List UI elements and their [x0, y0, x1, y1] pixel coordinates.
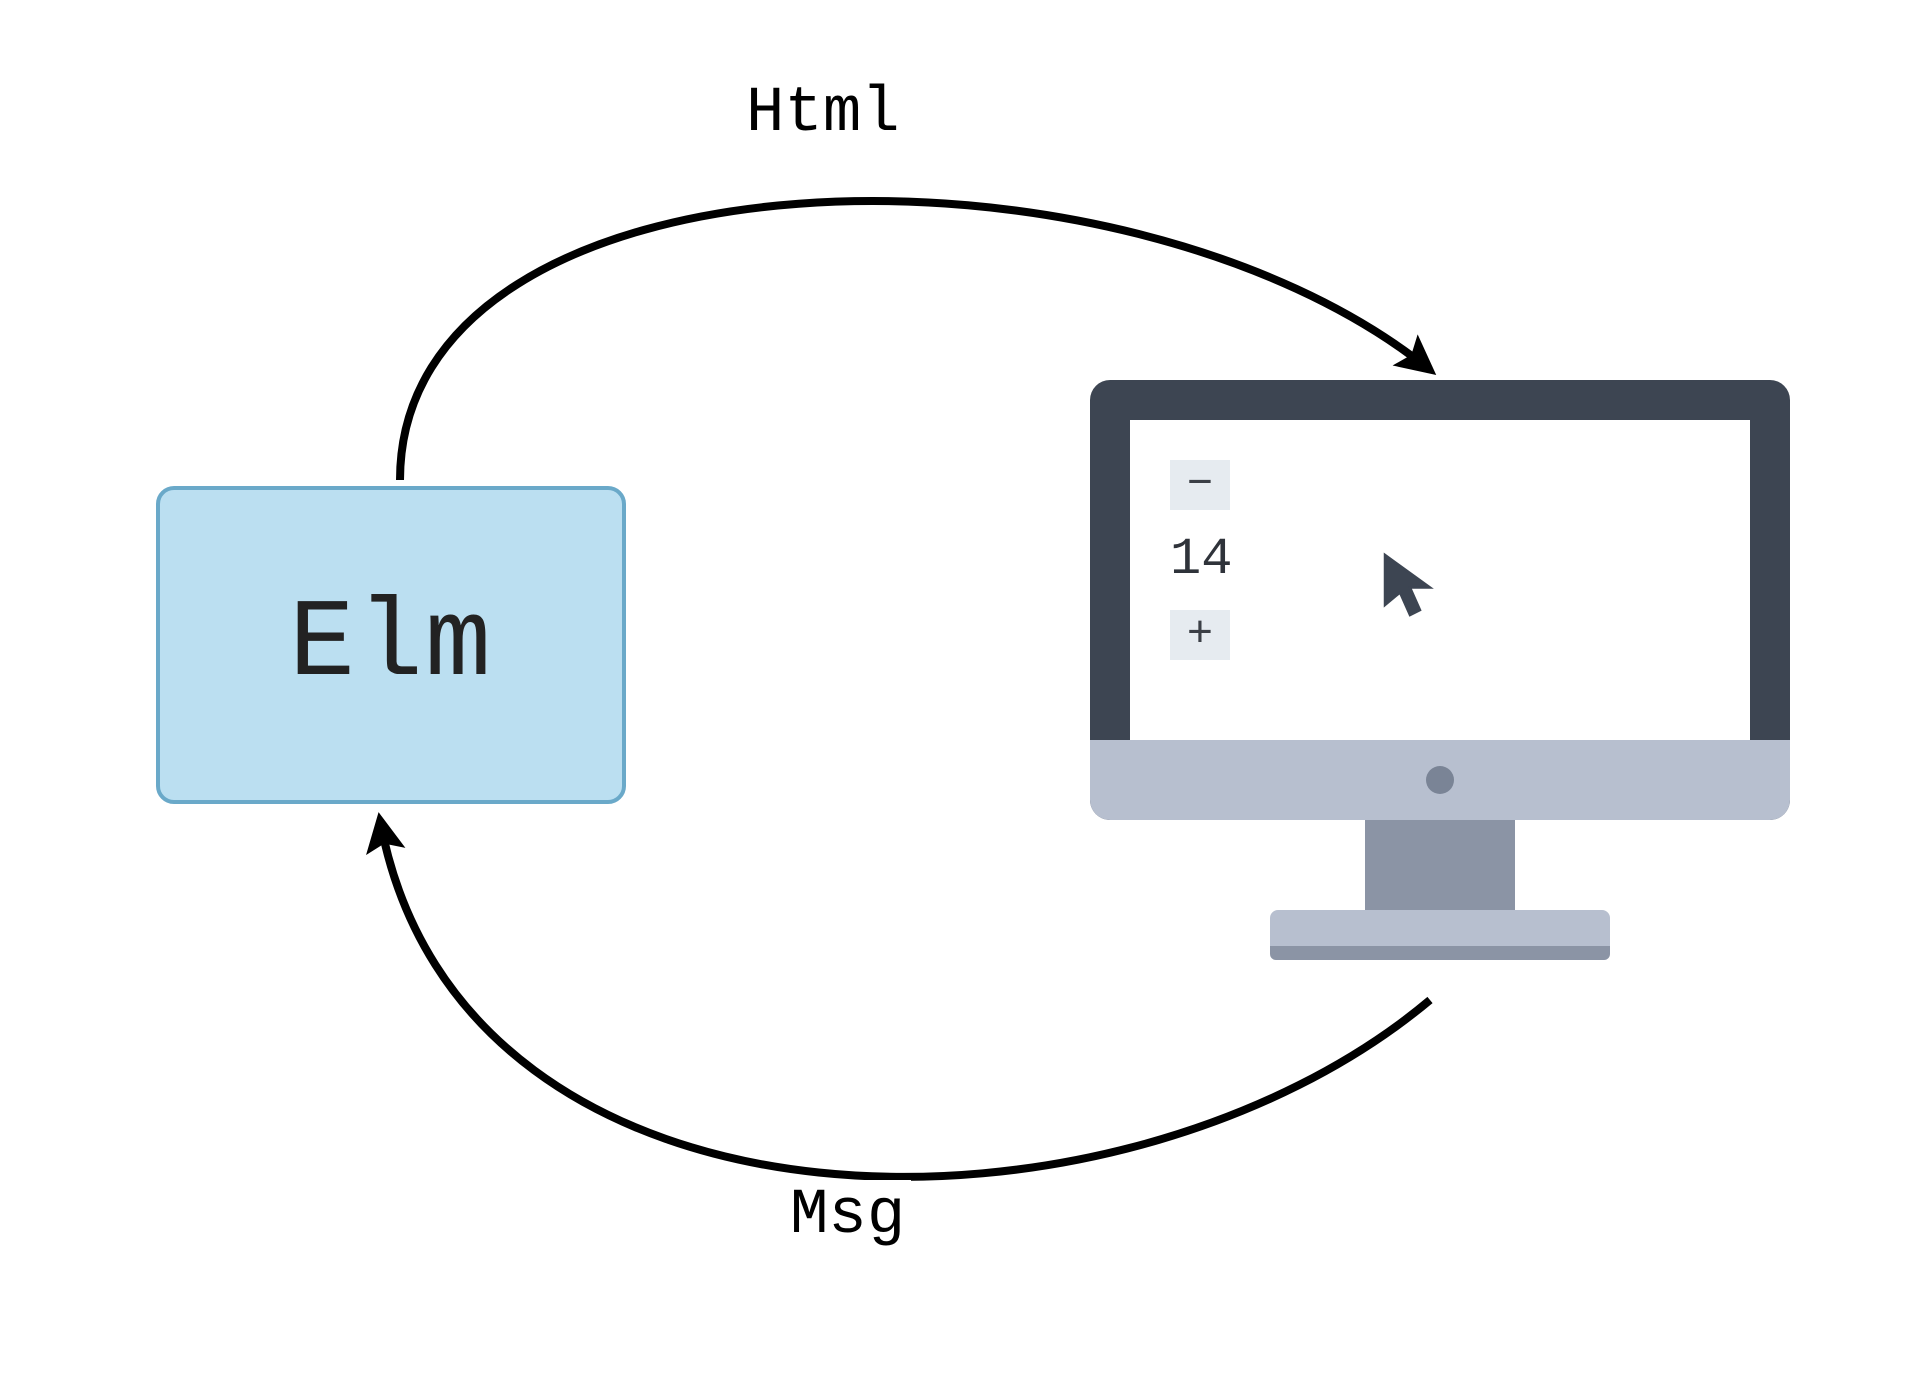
elm-node: Elm: [156, 486, 626, 804]
monitor-base: [1270, 910, 1610, 946]
monitor-neck: [1365, 820, 1515, 910]
counter-value: 14: [1170, 530, 1232, 589]
msg-edge-label: Msg: [784, 1180, 911, 1252]
minus-button-label: −: [1187, 460, 1213, 510]
plus-button[interactable]: +: [1170, 610, 1230, 660]
plus-button-label: +: [1187, 610, 1213, 660]
html-edge-label: Html: [740, 78, 906, 150]
monitor-screen: − 14 +: [1130, 420, 1750, 740]
cursor-icon: [1380, 550, 1440, 620]
diagram-canvas: Elm Html Msg − 14 +: [0, 0, 1920, 1397]
monitor-power-led: [1426, 766, 1454, 794]
monitor-base-shadow: [1270, 946, 1610, 960]
minus-button[interactable]: −: [1170, 460, 1230, 510]
elm-node-label: Elm: [289, 583, 493, 708]
monitor-node: − 14 +: [1090, 380, 1790, 1000]
